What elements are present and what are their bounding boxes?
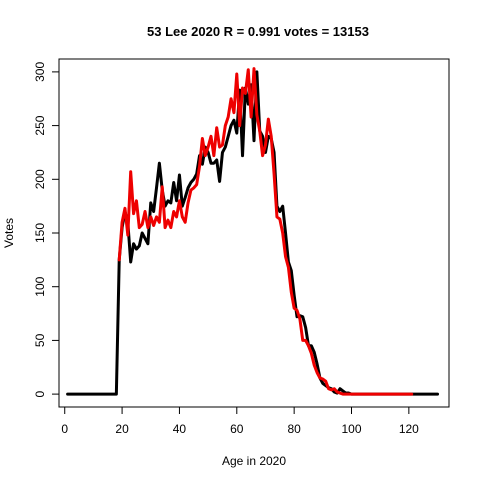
x-tick-label: 0 [61, 422, 68, 436]
series-line-0 [66, 70, 440, 396]
x-tick-label: 20 [115, 422, 129, 436]
y-tick-label: 300 [33, 62, 47, 82]
x-axis-label: Age in 2020 [222, 454, 286, 468]
y-tick-label: 200 [33, 169, 47, 189]
y-tick-label: 50 [33, 333, 47, 347]
chart-title: 53 Lee 2020 R = 0.991 votes = 13153 [147, 24, 369, 39]
y-axis: 0 50 100 150 200 250 300 [33, 62, 60, 397]
y-tick-label: 100 [33, 276, 47, 296]
y-axis-label: Votes [2, 218, 16, 248]
x-tick-label: 80 [287, 422, 301, 436]
x-tick-label: 120 [399, 422, 419, 436]
x-tick-label: 40 [173, 422, 187, 436]
y-tick-label: 0 [33, 390, 47, 397]
series-layer [66, 67, 440, 396]
x-axis: 0 20 40 60 80 100 120 [61, 406, 419, 436]
series-line-1 [117, 67, 414, 396]
x-tick-label: 60 [230, 422, 244, 436]
x-tick-label: 100 [341, 422, 361, 436]
y-tick-label: 250 [33, 115, 47, 135]
y-tick-label: 150 [33, 223, 47, 243]
